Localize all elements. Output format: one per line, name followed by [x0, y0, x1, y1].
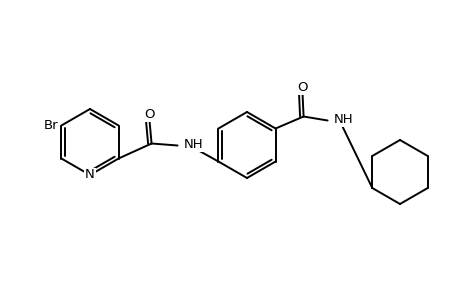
Text: NH: NH — [333, 113, 353, 126]
Text: N: N — [85, 169, 95, 182]
Text: NH: NH — [183, 138, 203, 151]
Text: O: O — [144, 108, 155, 121]
Text: O: O — [297, 81, 307, 94]
Text: Br: Br — [44, 119, 58, 132]
